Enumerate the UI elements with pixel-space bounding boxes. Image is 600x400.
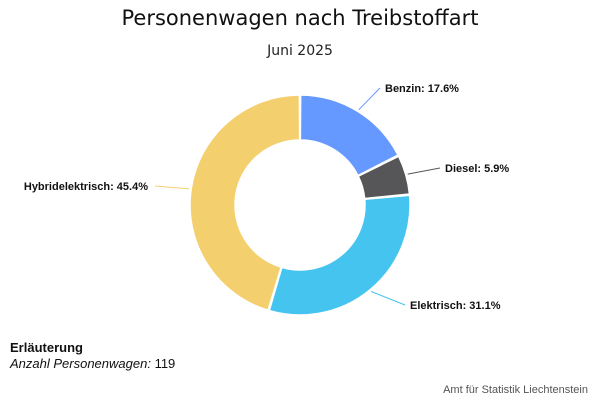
- slice-label-diesel: Diesel: 5.9%: [445, 163, 509, 175]
- connector-diesel: [407, 167, 441, 175]
- legend-block: Erläuterung Anzahl Personenwagen: 119: [10, 340, 175, 372]
- slice-label-hybridelektrisch: Hybridelektrisch: 45.4%: [24, 181, 148, 193]
- slice-elektrisch[interactable]: [268, 194, 411, 316]
- legend-label: Anzahl Personenwagen:: [10, 356, 151, 371]
- slice-label-benzin: Benzin: 17.6%: [385, 83, 459, 95]
- slice-label-elektrisch: Elektrisch: 31.1%: [410, 300, 501, 312]
- chart-subtitle: Juni 2025: [267, 43, 333, 59]
- legend-heading: Erläuterung: [10, 340, 83, 355]
- connector-elektrisch: [370, 291, 406, 306]
- slice-hybridelektrisch[interactable]: [189, 94, 301, 312]
- connector-benzin: [358, 87, 381, 111]
- source-credit: Amt für Statistik Liechtenstein: [443, 384, 588, 396]
- legend-line: Anzahl Personenwagen: 119: [10, 356, 175, 372]
- connector-hybridelektrisch: [154, 185, 190, 190]
- chart-title: Personenwagen nach Treibstoffart: [121, 6, 479, 30]
- slice-diesel[interactable]: [357, 155, 411, 200]
- legend-value: 119: [154, 356, 176, 371]
- slice-benzin[interactable]: [299, 94, 400, 177]
